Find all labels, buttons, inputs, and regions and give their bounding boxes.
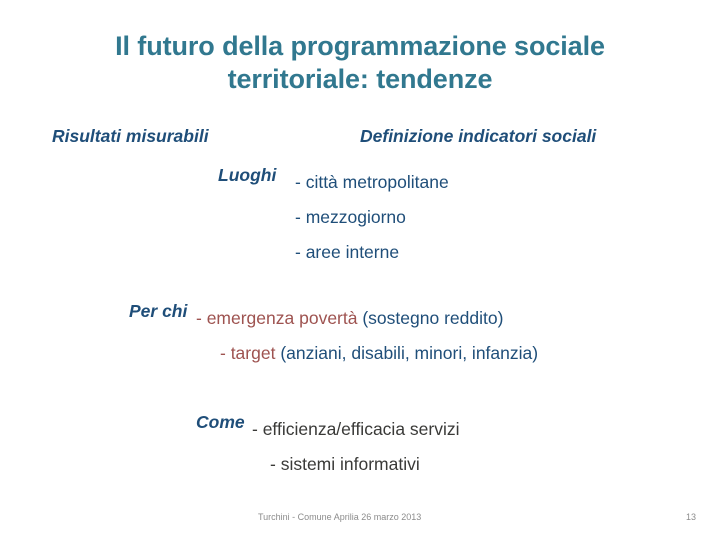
list-item: - aree interne [295,242,400,262]
list-item: - efficienza/efficacia servizi [252,419,460,439]
list-item: - città metropolitane [295,172,449,192]
list-item-detail: (sostegno reddito) [362,308,504,328]
heading-definizione-indicatori: Definizione indicatori sociali [360,126,597,146]
footer-note: Turchini - Comune Aprilia 26 marzo 2013 [258,512,422,522]
label-luoghi: Luoghi [218,165,277,185]
list-item-key: - emergenza povertà [196,308,358,328]
label-per-chi: Per chi [129,301,188,321]
slide-body: Risultati misurabili Definizione indicat… [0,126,720,474]
per-chi-item-list: - emergenza povertà (sostegno reddito) -… [196,301,538,371]
slide-title-line-1: Il futuro della programmazione sociale [115,31,605,61]
come-item-list: - efficienza/efficacia servizi - sistemi… [252,412,460,482]
label-come: Come [196,412,245,432]
list-item: - emergenza povertà (sostegno reddito) [196,301,538,336]
list-item-key: - target [220,343,276,363]
slide-title: Il futuro della programmazione sociale t… [50,30,670,96]
heading-risultati-misurabili: Risultati misurabili [52,126,209,146]
headings-row: Risultati misurabili Definizione indicat… [0,126,720,154]
list-item: - target (anziani, disabili, minori, inf… [194,336,538,371]
luoghi-item-list: - città metropolitane - mezzogiorno - ar… [295,165,449,270]
content-block-risultati: Risultati misurabili Definizione indicat… [0,126,720,262]
slide-footer: Turchini - Comune Aprilia 26 marzo 2013 … [0,512,720,526]
list-item: - sistemi informativi [270,454,420,474]
slide-page-number: 13 [685,512,696,522]
list-item: - mezzogiorno [295,207,406,227]
list-item-detail: (anziani, disabili, minori, infanzia) [280,343,539,363]
slide-title-line-2: territoriale: tendenze [227,64,493,94]
